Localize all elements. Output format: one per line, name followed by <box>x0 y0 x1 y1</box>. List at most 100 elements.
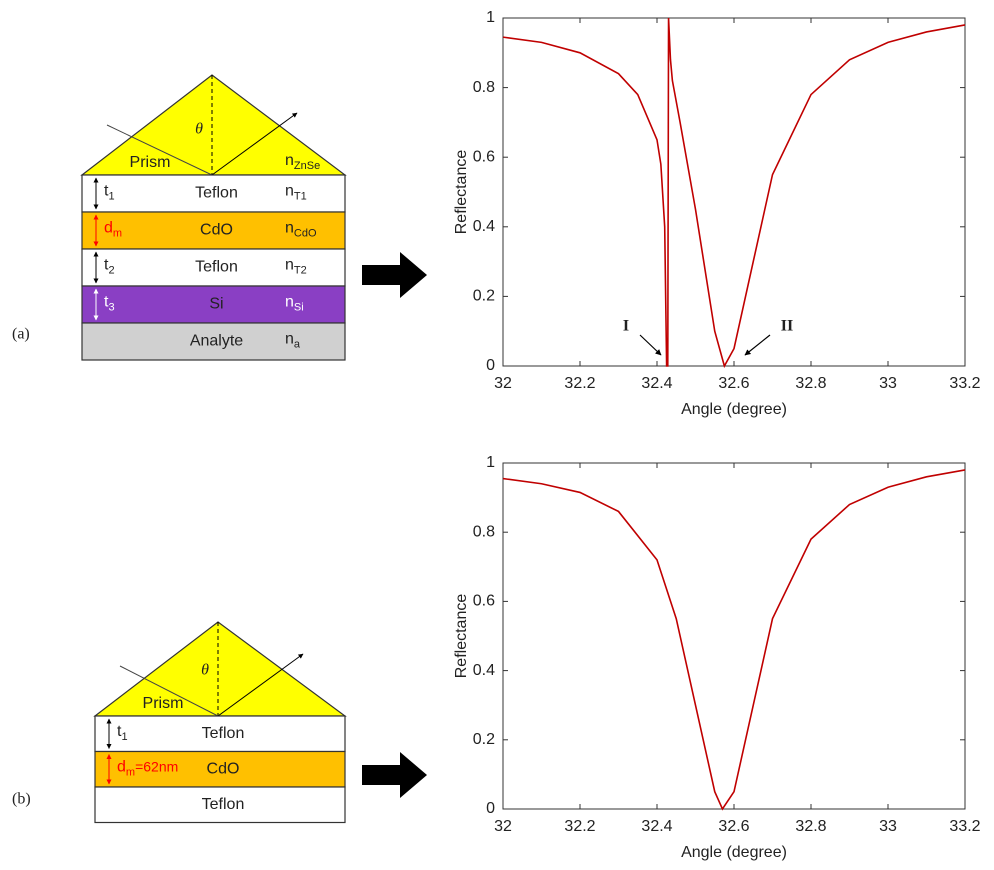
arrow <box>362 252 427 298</box>
thickness-label-base: t <box>104 183 109 200</box>
x-tick-label: 32.6 <box>718 818 749 835</box>
data-line <box>502 469 966 811</box>
y-tick-label: 0.4 <box>473 218 495 235</box>
prism-name: Prism <box>143 695 184 712</box>
layer-name: CdO <box>207 760 240 777</box>
layer-name: Teflon <box>202 725 245 742</box>
layer <box>94 715 346 753</box>
thickness-label: t3 <box>104 294 115 314</box>
x-tick-label: 33.2 <box>949 818 980 835</box>
plot-area <box>502 17 966 367</box>
layer <box>81 174 346 213</box>
x-tick-label: 32.4 <box>641 375 672 392</box>
annotation: I <box>623 318 629 335</box>
layer-index: na <box>285 331 301 351</box>
layer <box>94 750 346 788</box>
thickness-label-sub: 1 <box>121 731 127 743</box>
prism-name: Prism <box>130 154 171 171</box>
x-tick-label: 32.8 <box>795 375 826 392</box>
layer <box>81 285 346 324</box>
panel-label: (b) <box>12 791 31 808</box>
layer-index-base: n <box>285 220 294 237</box>
layer-index-base: n <box>285 294 294 311</box>
layer <box>81 322 346 361</box>
layer-name: Analyte <box>190 333 243 350</box>
layer-index: nSi <box>285 294 304 314</box>
thickness-label: t1 <box>117 723 128 743</box>
reflected-ray <box>211 112 298 176</box>
thickness-label-base: t <box>104 257 109 274</box>
x-tick-label: 33 <box>879 818 897 835</box>
thickness-label: dm <box>104 220 122 240</box>
layer-index-sub: a <box>294 338 301 350</box>
data-line <box>502 17 966 369</box>
thickness-label-sub: m <box>126 766 135 778</box>
x-tick-label: 32.2 <box>564 818 595 835</box>
y-tick-label: 0.8 <box>473 79 495 96</box>
x-tick-label: 32.6 <box>718 375 749 392</box>
x-tick-label: 33.2 <box>949 375 980 392</box>
layer-index-sub: Si <box>294 301 304 313</box>
layer-index-base: n <box>285 183 294 200</box>
x-tick-label: 32.4 <box>641 818 672 835</box>
thickness-label-tail: =62nm <box>135 758 178 774</box>
layer-index: nT1 <box>285 183 307 203</box>
thickness-label-sub: 3 <box>108 301 114 313</box>
angle: θ <box>195 121 203 138</box>
prism-index-sub: ZnSe <box>294 160 320 172</box>
thickness-label-sub: m <box>113 227 122 239</box>
layer <box>81 211 346 250</box>
x-tick-label: 32 <box>494 375 512 392</box>
plot-area <box>502 462 966 810</box>
layer-name: Teflon <box>202 796 245 813</box>
x-tick-label: 32 <box>494 818 512 835</box>
reflected-ray <box>217 653 304 717</box>
y-tick-label: 0 <box>486 357 495 374</box>
prism-index-base: n <box>285 152 294 169</box>
y-axis-label: Reflectance <box>453 150 470 235</box>
x-tick-label: 33 <box>879 375 897 392</box>
layer-index: nT2 <box>285 257 307 277</box>
incident-ray <box>119 665 219 717</box>
y-tick-label: 0.6 <box>473 593 495 610</box>
y-axis-label: Reflectance <box>453 594 470 679</box>
annotation-arrow <box>744 334 771 356</box>
thickness-label-base: d <box>104 220 113 237</box>
layer-index-base: n <box>285 257 294 274</box>
layer <box>94 786 346 824</box>
thickness-label-sub: 2 <box>108 264 114 276</box>
layer-index-sub: T2 <box>294 264 307 276</box>
y-tick-label: 0.4 <box>473 662 495 679</box>
y-tick-label: 1 <box>486 9 495 26</box>
thickness-label-base: t <box>117 723 122 740</box>
prism-index: nZnSe <box>285 152 320 172</box>
layer <box>81 248 346 287</box>
layer-name: Teflon <box>195 185 238 202</box>
x-tick-label: 32.2 <box>564 375 595 392</box>
arrow <box>362 752 427 798</box>
layer-index-sub: T1 <box>294 190 307 202</box>
y-tick-label: 0.8 <box>473 523 495 540</box>
thickness-label: t1 <box>104 183 115 203</box>
incident-ray <box>106 124 213 176</box>
layer-index: nCdO <box>285 220 317 240</box>
thickness-label-base: d <box>117 758 126 775</box>
thickness-label-sub: 1 <box>108 190 114 202</box>
y-tick-label: 0 <box>486 800 495 817</box>
layer-name: Si <box>209 296 223 313</box>
layer-name: CdO <box>200 222 233 239</box>
x-axis-label: Angle (degree) <box>681 401 787 418</box>
annotation-arrow <box>639 334 662 356</box>
angle: θ <box>201 662 209 679</box>
layer-index-base: n <box>285 331 294 348</box>
prism <box>93 621 347 717</box>
annotation: II <box>781 318 793 335</box>
layer-name: Teflon <box>195 259 238 276</box>
y-tick-label: 0.6 <box>473 148 495 165</box>
x-axis-label: Angle (degree) <box>681 844 787 861</box>
thickness-label: dm=62nm <box>117 758 178 778</box>
thickness-label-base: t <box>104 294 109 311</box>
y-tick-label: 1 <box>486 454 495 471</box>
